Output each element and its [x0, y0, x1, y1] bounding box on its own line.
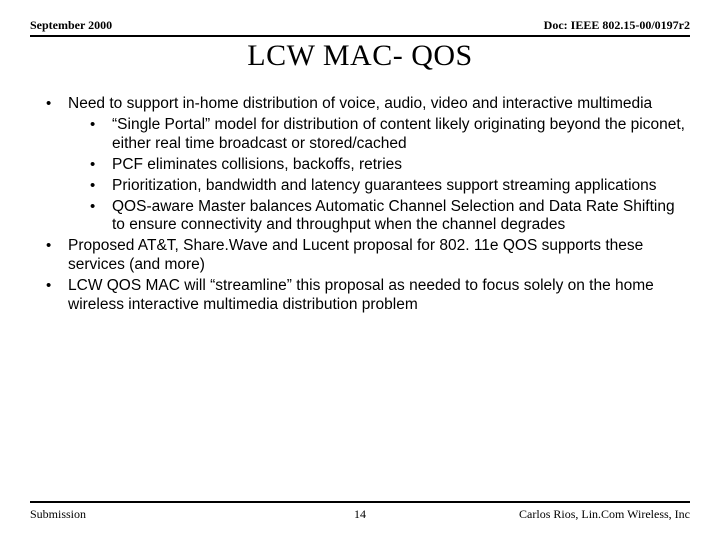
footer-author: Carlos Rios, Lin.Com Wireless, Inc — [519, 507, 690, 522]
bullet-text: Need to support in-home distribution of … — [68, 95, 652, 112]
sub-bullet-text: Prioritization, bandwidth and latency gu… — [112, 177, 657, 194]
sub-bullet-text: “Single Portal” model for distribution o… — [112, 116, 685, 152]
header-doc-id: Doc: IEEE 802.15-00/0197r2 — [544, 18, 690, 33]
header-rule — [30, 35, 690, 37]
sub-bullet-item: QOS-aware Master balances Automatic Chan… — [86, 198, 690, 236]
slide-title: LCW MAC- QOS — [30, 39, 690, 73]
bullet-item: LCW QOS MAC will “streamline” this propo… — [42, 277, 690, 315]
footer-page-number: 14 — [354, 507, 366, 522]
bullet-text: Proposed AT&T, Share.Wave and Lucent pro… — [68, 237, 643, 273]
bullet-item: Proposed AT&T, Share.Wave and Lucent pro… — [42, 237, 690, 275]
header-date: September 2000 — [30, 18, 112, 33]
sub-bullet-text: QOS-aware Master balances Automatic Chan… — [112, 198, 675, 234]
bullet-item: Need to support in-home distribution of … — [42, 95, 690, 235]
sub-bullet-text: PCF eliminates collisions, backoffs, ret… — [112, 156, 402, 173]
sub-bullet-item: “Single Portal” model for distribution o… — [86, 116, 690, 154]
sub-bullet-item: Prioritization, bandwidth and latency gu… — [86, 177, 690, 196]
sub-bullet-list: “Single Portal” model for distribution o… — [68, 116, 690, 235]
slide-header: September 2000 Doc: IEEE 802.15-00/0197r… — [30, 18, 690, 35]
bullet-text: LCW QOS MAC will “streamline” this propo… — [68, 277, 654, 313]
footer-submission: Submission — [30, 507, 86, 522]
sub-bullet-item: PCF eliminates collisions, backoffs, ret… — [86, 156, 690, 175]
bullet-list: Need to support in-home distribution of … — [30, 95, 690, 315]
footer-rule — [30, 501, 690, 503]
slide-body: Need to support in-home distribution of … — [30, 95, 690, 315]
slide-footer: Submission 14 Carlos Rios, Lin.Com Wirel… — [30, 501, 690, 522]
